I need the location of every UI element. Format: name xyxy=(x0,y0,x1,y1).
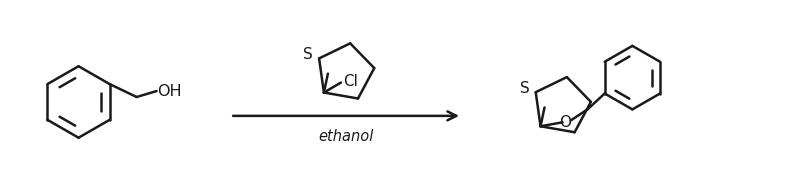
Text: OH: OH xyxy=(158,84,182,99)
Text: ethanol: ethanol xyxy=(318,129,374,144)
Text: Cl: Cl xyxy=(343,74,358,89)
Text: S: S xyxy=(520,81,530,96)
Text: O: O xyxy=(559,115,571,130)
Text: S: S xyxy=(303,47,313,62)
